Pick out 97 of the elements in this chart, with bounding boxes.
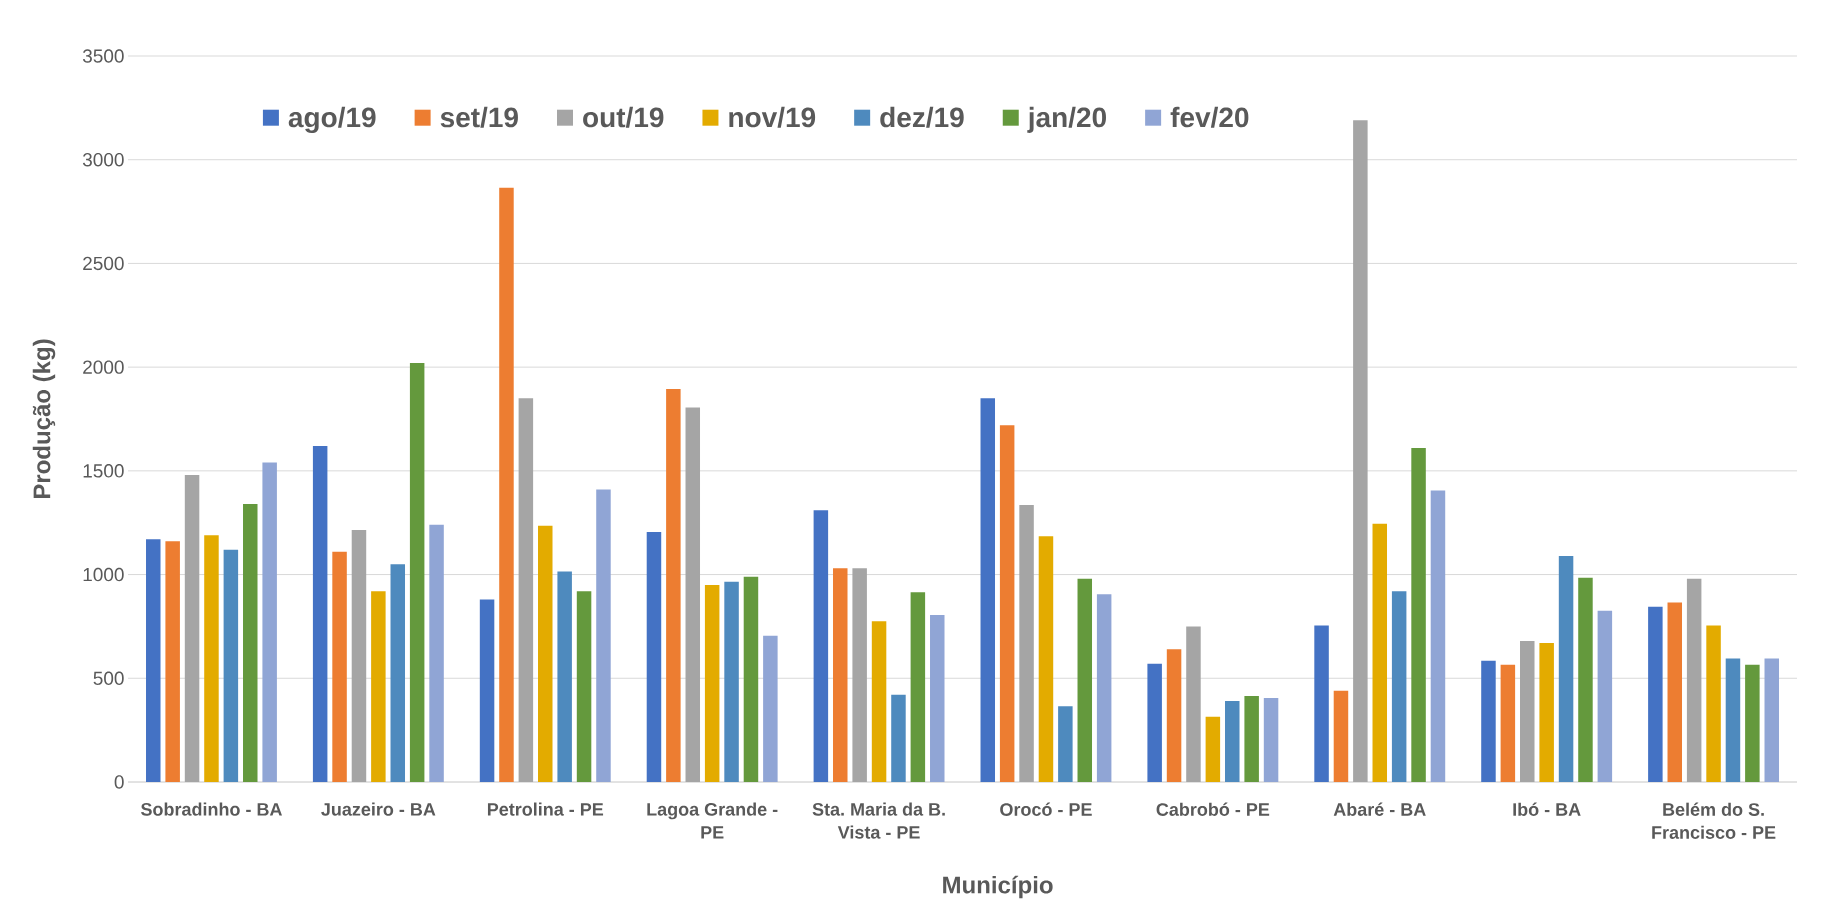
- y-tick-label: 2000: [83, 360, 124, 374]
- bar: [1411, 448, 1426, 782]
- legend-label: fev/20: [1170, 106, 1249, 128]
- bar: [479, 599, 495, 782]
- bar: [243, 504, 258, 782]
- bar: [1077, 578, 1093, 782]
- bar: [262, 462, 277, 782]
- bar: [146, 539, 161, 782]
- bar: [871, 621, 887, 782]
- bar: [371, 591, 386, 782]
- bar: [852, 568, 867, 782]
- bar: [165, 541, 180, 782]
- bar: [1648, 606, 1663, 782]
- bar: [312, 445, 328, 782]
- bar: [1745, 664, 1760, 782]
- bar: [1333, 690, 1349, 782]
- x-tick-label: Juazeiro - BA: [321, 802, 436, 816]
- bar: [930, 615, 945, 782]
- bar: [518, 398, 534, 782]
- bar: [1430, 490, 1446, 782]
- bar: [1147, 663, 1162, 782]
- bar: [1539, 643, 1554, 782]
- y-tick-label: 2500: [83, 256, 124, 271]
- bar: [1372, 523, 1388, 782]
- bar: [666, 388, 681, 782]
- bar: [1725, 658, 1741, 782]
- legend-label: nov/19: [729, 106, 816, 128]
- y-tick-label: 0: [114, 775, 124, 789]
- bar: [1353, 120, 1368, 782]
- x-tick-label: Orocó - PE: [1000, 802, 1092, 816]
- bar: [332, 551, 347, 782]
- x-tick-label: Ibó - BA: [1513, 802, 1581, 816]
- y-tick-label: 3000: [82, 152, 124, 167]
- bar: [1597, 610, 1613, 782]
- bar: [1244, 695, 1259, 782]
- bar: [596, 489, 611, 782]
- bar: [1096, 594, 1112, 782]
- bar: [704, 584, 720, 782]
- bar: [429, 524, 444, 782]
- legend-label: out/19: [583, 106, 664, 128]
- bar: [223, 549, 239, 782]
- bar: [833, 568, 848, 782]
- bar: [813, 510, 829, 782]
- y-tick-label: 500: [93, 671, 124, 685]
- bar: [999, 425, 1015, 782]
- bar: [1038, 536, 1054, 782]
- bar: [1225, 701, 1240, 782]
- bar: [538, 525, 553, 782]
- legend-label: jan/20: [1027, 106, 1106, 133]
- bar: [1500, 664, 1516, 782]
- bar: [891, 694, 906, 782]
- bar: [1263, 697, 1279, 782]
- legend-label: ago/19: [288, 106, 376, 134]
- bar: [1520, 640, 1535, 782]
- legend-label: dez/19: [880, 106, 964, 128]
- bar: [1058, 706, 1073, 782]
- bar: [763, 635, 778, 782]
- x-axis-title: Município: [943, 875, 1053, 899]
- bar: [685, 407, 701, 782]
- bar: [204, 535, 219, 782]
- x-tick-label: Petrolina - PE: [487, 802, 604, 816]
- x-tick-label: Lagoa Grande - PE: [647, 802, 778, 839]
- bar: [1314, 625, 1329, 782]
- y-tick-label: 3500: [82, 49, 124, 63]
- bar: [351, 529, 367, 782]
- x-tick-label: Sobradinho - BA: [140, 802, 282, 816]
- bar: [1764, 658, 1780, 782]
- bar: [1706, 625, 1721, 782]
- bar: [1019, 505, 1034, 782]
- bar: [1578, 577, 1593, 782]
- bar: [743, 576, 759, 782]
- bar: [1667, 602, 1683, 782]
- x-tick-label: Sta. Maria da B. Vista - PE: [812, 802, 945, 839]
- bar: [390, 564, 406, 782]
- bar: [980, 398, 996, 782]
- y-axis-title: Produção (kg): [32, 339, 56, 499]
- y-tick-label: 1500: [83, 464, 124, 478]
- x-tick-label: Belém do S. Francisco - PE: [1652, 802, 1776, 839]
- bar: [1186, 626, 1201, 782]
- bar: [1391, 591, 1407, 782]
- bar: [184, 475, 200, 782]
- bar: [1558, 555, 1574, 782]
- bar: [1166, 649, 1182, 782]
- y-tick-label: 1000: [83, 567, 124, 582]
- bar: [409, 362, 425, 782]
- bar: [1481, 660, 1496, 782]
- bar: [1205, 716, 1221, 782]
- bar: [576, 591, 592, 782]
- bar: [724, 581, 739, 782]
- x-tick-label: Cabrobó - PE: [1156, 802, 1270, 816]
- bar: [646, 532, 662, 782]
- bar: [499, 187, 514, 782]
- bar: [910, 592, 926, 782]
- x-tick-label: Abaré - BA: [1333, 802, 1426, 816]
- bar: [1686, 578, 1702, 782]
- legend-label: set/19: [440, 106, 518, 128]
- bar: [557, 571, 572, 782]
